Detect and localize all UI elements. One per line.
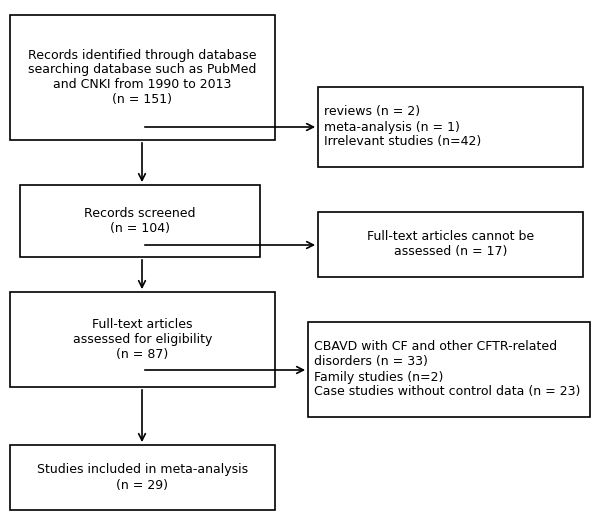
Bar: [10, 292, 275, 387]
Bar: [20, 185, 260, 257]
Bar: [10, 445, 275, 510]
Bar: [318, 212, 583, 277]
Text: Records identified through database
searching database such as PubMed
and CNKI f: Records identified through database sear…: [28, 48, 257, 107]
Text: CBAVD with CF and other CFTR-related
disorders (n = 33)
Family studies (n=2)
Cas: CBAVD with CF and other CFTR-related dis…: [314, 341, 580, 398]
Text: Full-text articles cannot be
assessed (n = 17): Full-text articles cannot be assessed (n…: [367, 230, 534, 258]
Bar: [308, 322, 590, 417]
Text: Studies included in meta-analysis
(n = 29): Studies included in meta-analysis (n = 2…: [37, 464, 248, 491]
Bar: [318, 87, 583, 167]
Text: reviews (n = 2)
meta-analysis (n = 1)
Irrelevant studies (n=42): reviews (n = 2) meta-analysis (n = 1) Ir…: [324, 106, 481, 149]
Bar: [10, 15, 275, 140]
Text: Full-text articles
assessed for eligibility
(n = 87): Full-text articles assessed for eligibil…: [73, 318, 212, 361]
Text: Records screened
(n = 104): Records screened (n = 104): [84, 207, 196, 235]
